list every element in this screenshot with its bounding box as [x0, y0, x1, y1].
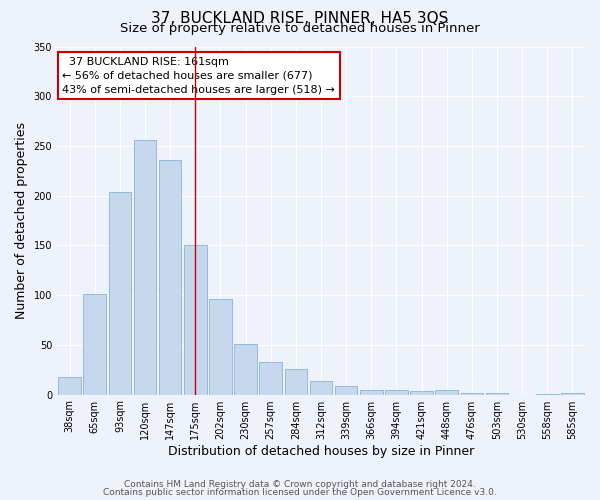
Bar — [83, 294, 106, 394]
Bar — [436, 390, 458, 394]
Bar — [234, 344, 257, 395]
Text: Contains public sector information licensed under the Open Government Licence v3: Contains public sector information licen… — [103, 488, 497, 497]
Bar — [410, 390, 433, 394]
Bar — [385, 390, 408, 394]
Bar — [159, 160, 181, 394]
Bar — [360, 390, 383, 394]
X-axis label: Distribution of detached houses by size in Pinner: Distribution of detached houses by size … — [168, 444, 474, 458]
Bar — [485, 392, 508, 394]
Y-axis label: Number of detached properties: Number of detached properties — [15, 122, 28, 319]
Text: Size of property relative to detached houses in Pinner: Size of property relative to detached ho… — [120, 22, 480, 35]
Bar — [259, 362, 282, 394]
Bar — [58, 376, 81, 394]
Text: 37, BUCKLAND RISE, PINNER, HA5 3QS: 37, BUCKLAND RISE, PINNER, HA5 3QS — [151, 11, 449, 26]
Bar — [284, 368, 307, 394]
Bar — [461, 392, 483, 394]
Bar — [184, 246, 206, 394]
Bar — [335, 386, 358, 394]
Bar — [109, 192, 131, 394]
Bar — [561, 392, 584, 394]
Bar — [134, 140, 157, 394]
Bar — [310, 380, 332, 394]
Text: 37 BUCKLAND RISE: 161sqm
← 56% of detached houses are smaller (677)
43% of semi-: 37 BUCKLAND RISE: 161sqm ← 56% of detach… — [62, 57, 335, 95]
Text: Contains HM Land Registry data © Crown copyright and database right 2024.: Contains HM Land Registry data © Crown c… — [124, 480, 476, 489]
Bar — [209, 299, 232, 394]
